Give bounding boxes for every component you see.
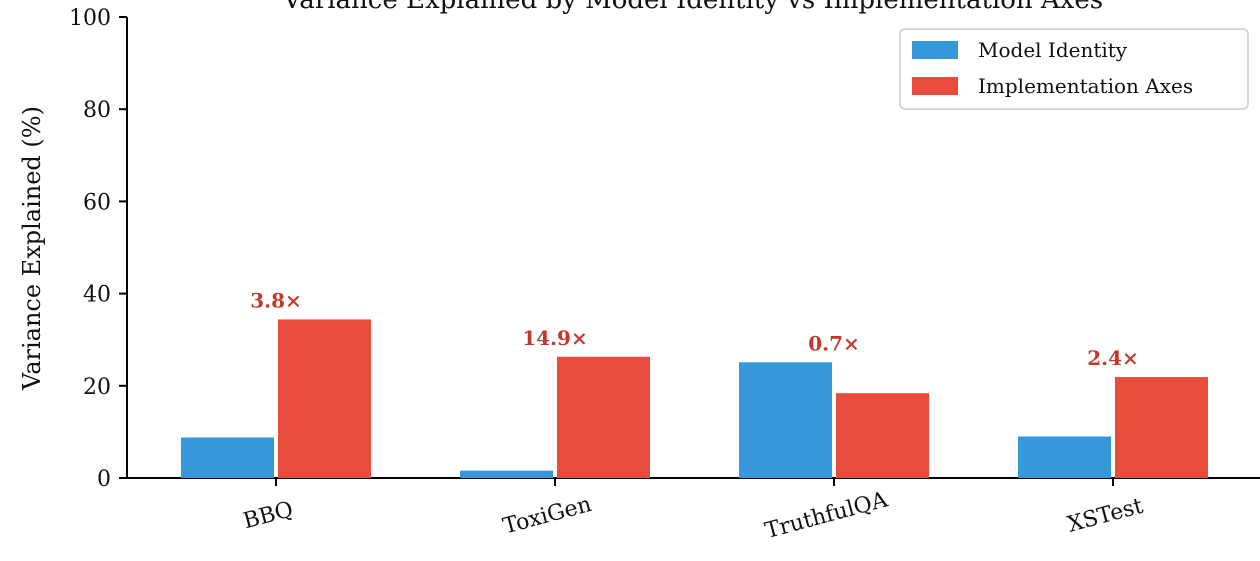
x-tick-label: TruthfulQA <box>762 487 891 544</box>
bar-implementation-axes <box>836 393 929 478</box>
y-tick-label: 100 <box>69 6 111 31</box>
legend-label: Model Identity <box>978 38 1128 62</box>
legend: Model Identity Implementation Axes <box>899 28 1249 110</box>
legend-box <box>899 28 1249 110</box>
x-tick-label: ToxiGen <box>500 492 594 540</box>
bar-model-identity <box>1018 436 1111 478</box>
ratio-annotation: 0.7× <box>808 331 860 355</box>
ratio-annotation: 3.8× <box>250 288 302 312</box>
ratio-annotation: 14.9× <box>522 326 587 350</box>
bar-implementation-axes <box>1115 377 1208 478</box>
ratio-annotation: 2.4× <box>1087 346 1139 370</box>
bar-model-identity <box>181 437 274 478</box>
x-tick-label: XSTest <box>1065 494 1146 538</box>
legend-swatch <box>912 77 958 95</box>
bar-implementation-axes <box>557 356 650 478</box>
legend-label: Implementation Axes <box>978 74 1193 98</box>
x-tick-label: BBQ <box>241 497 296 534</box>
y-tick-label: 80 <box>83 98 111 123</box>
plot-area: 0 20 40 60 80 100 BBQ 3.8× ToxiGen 14.9× TruthfulQ… <box>69 6 1260 544</box>
y-tick-label: 40 <box>83 283 111 308</box>
bar-implementation-axes <box>278 319 371 478</box>
chart-title: Variance Explained by Model Identity vs … <box>282 0 1103 15</box>
y-tick-label: 0 <box>97 467 111 492</box>
y-tick-label: 20 <box>83 375 111 400</box>
y-axis-label: Variance Explained (%) <box>18 106 46 391</box>
bar-model-identity <box>460 470 553 478</box>
bar-model-identity <box>739 362 832 478</box>
legend-swatch <box>912 41 958 59</box>
y-tick-label: 60 <box>83 190 111 215</box>
